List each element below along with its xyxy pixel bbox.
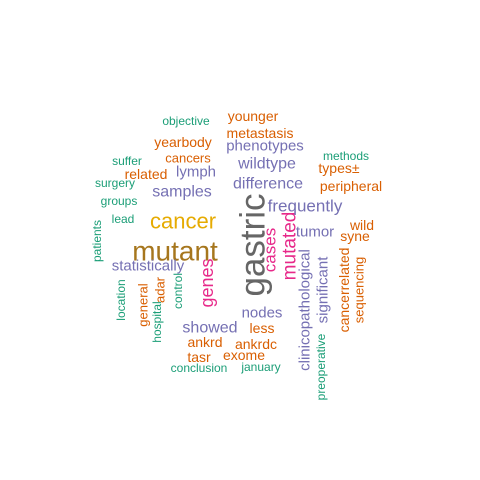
word-21: cancers bbox=[165, 151, 211, 166]
word-44: hospital bbox=[150, 301, 164, 342]
word-35: exome bbox=[223, 347, 265, 363]
word-5: genes bbox=[197, 258, 217, 307]
word-28: sequencing bbox=[352, 257, 367, 324]
word-19: younger bbox=[228, 108, 279, 124]
word-46: conclusion bbox=[171, 361, 228, 375]
word-45: control bbox=[171, 273, 185, 309]
word-7: difference bbox=[233, 176, 303, 193]
word-27: cancerrelated bbox=[336, 248, 352, 333]
word-1: mutant bbox=[132, 236, 218, 267]
word-29: general bbox=[136, 283, 151, 326]
word-33: ankrdc bbox=[235, 336, 277, 352]
word-42: patients bbox=[90, 220, 104, 262]
word-34: tasr bbox=[187, 349, 211, 365]
word-25: wild bbox=[349, 217, 374, 233]
word-17: significant bbox=[315, 256, 332, 324]
word-22: related bbox=[125, 166, 168, 182]
word-15: lymph bbox=[176, 164, 216, 181]
word-11: statistically bbox=[112, 258, 185, 275]
word-20: yearbody bbox=[154, 134, 212, 150]
word-24: peripheral bbox=[320, 178, 382, 194]
word-37: methods bbox=[323, 149, 369, 163]
word-18: metastasis bbox=[227, 125, 294, 141]
word-47: january bbox=[240, 360, 280, 374]
word-30: adar bbox=[153, 276, 168, 303]
word-14: tumor bbox=[296, 224, 334, 241]
word-12: showed bbox=[182, 320, 237, 337]
word-3: cases bbox=[261, 228, 280, 272]
word-13: nodes bbox=[242, 305, 283, 322]
word-9: samples bbox=[152, 184, 212, 201]
word-26: syne bbox=[340, 228, 370, 244]
word-0: gastric bbox=[234, 193, 273, 296]
word-32: ankrd bbox=[187, 334, 222, 350]
word-23: types± bbox=[318, 160, 359, 176]
word-40: groups bbox=[101, 194, 138, 208]
word-2: cancer bbox=[150, 209, 216, 234]
word-16: clinicopathological bbox=[297, 249, 314, 371]
word-31: less bbox=[250, 320, 275, 336]
word-41: lead bbox=[112, 212, 135, 226]
word-43: location bbox=[114, 279, 128, 320]
word-8: wildtype bbox=[237, 156, 296, 173]
word-10: phenotypes bbox=[226, 138, 304, 155]
word-36: objective bbox=[162, 114, 210, 128]
word-6: frequently bbox=[268, 197, 343, 216]
word-48: preoperative bbox=[314, 333, 328, 400]
word-39: surgery bbox=[95, 176, 135, 190]
word-4: mutated bbox=[280, 212, 301, 281]
word-38: suffer bbox=[112, 154, 142, 168]
